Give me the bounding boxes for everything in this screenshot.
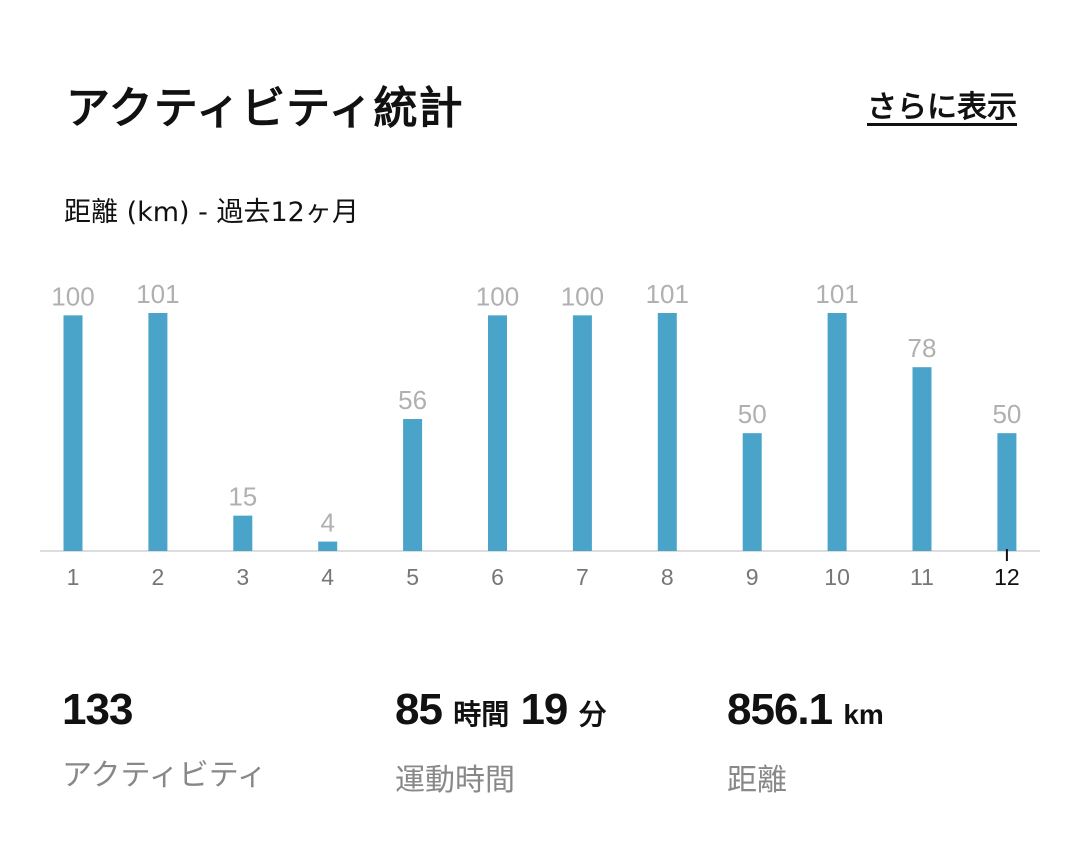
bar-month-2[interactable] bbox=[148, 313, 168, 551]
activities-value: 133 bbox=[62, 685, 133, 734]
duration-value: 85 時間 19 分 bbox=[395, 684, 607, 741]
x-tick-label-12: 12 bbox=[994, 564, 1020, 590]
bar-month-1[interactable] bbox=[63, 315, 83, 551]
value-label-9: 50 bbox=[738, 399, 767, 429]
value-label-7: 100 bbox=[561, 281, 604, 311]
x-tick-label-11: 11 bbox=[910, 564, 934, 590]
stat-duration: 85 時間 19 分 運動時間 bbox=[395, 684, 607, 799]
x-tick-label-3: 3 bbox=[236, 564, 249, 590]
x-tick-label-8: 8 bbox=[661, 564, 674, 590]
x-tick-label-10: 10 bbox=[824, 564, 850, 590]
bar-month-4[interactable] bbox=[318, 541, 338, 551]
chart-title: 距離 (km) - 過去12ヶ月 bbox=[64, 197, 359, 228]
x-tick-label-6: 6 bbox=[491, 564, 504, 590]
distance-value: 856.1 km bbox=[727, 684, 884, 741]
value-label-3: 15 bbox=[228, 482, 257, 512]
bar-month-12[interactable] bbox=[997, 433, 1017, 551]
bar-month-8[interactable] bbox=[657, 313, 677, 551]
show-more-link[interactable]: さらに表示 bbox=[867, 90, 1017, 125]
bar-month-3[interactable] bbox=[233, 515, 253, 551]
value-label-10: 101 bbox=[815, 279, 858, 309]
x-tick-label-9: 9 bbox=[746, 564, 759, 590]
x-tick-label-1: 1 bbox=[67, 564, 80, 590]
bar-month-5[interactable] bbox=[403, 419, 423, 551]
value-label-6: 100 bbox=[476, 281, 519, 311]
duration-hours: 85 bbox=[395, 685, 443, 734]
x-tick-label-2: 2 bbox=[152, 564, 165, 590]
distance-unit: km bbox=[843, 699, 884, 730]
value-label-1: 100 bbox=[51, 281, 94, 311]
bar-month-9[interactable] bbox=[742, 433, 762, 551]
duration-minutes-unit: 分 bbox=[578, 699, 607, 730]
header: アクティビティ統計 さらに表示 bbox=[66, 72, 1017, 136]
value-label-8: 101 bbox=[646, 279, 689, 309]
distance-bar-chart: 100 1 101 2 15 3 4 4 56 5 100 6 100 7 101 8 50 9 101 10 78 11… bbox=[40, 279, 1040, 590]
x-tick-label-4: 4 bbox=[321, 564, 334, 590]
stat-distance: 856.1 km 距離 bbox=[727, 684, 884, 799]
value-label-12: 50 bbox=[992, 399, 1021, 429]
value-label-5: 56 bbox=[398, 385, 427, 415]
duration-minutes: 19 bbox=[520, 685, 568, 734]
duration-label: 運動時間 bbox=[395, 763, 515, 798]
distance-number: 856.1 bbox=[727, 685, 833, 734]
duration-hours-unit: 時間 bbox=[453, 699, 510, 730]
value-label-2: 101 bbox=[136, 279, 179, 309]
bar-month-6[interactable] bbox=[488, 315, 507, 551]
bar-month-10[interactable] bbox=[827, 313, 847, 551]
stat-activities: 133 アクティビティ bbox=[62, 684, 267, 794]
value-label-4: 4 bbox=[320, 508, 334, 538]
bar-month-7[interactable] bbox=[572, 315, 592, 551]
x-tick-label-7: 7 bbox=[576, 564, 589, 590]
value-label-11: 78 bbox=[908, 333, 937, 363]
x-tick-label-5: 5 bbox=[406, 564, 419, 590]
page-title: アクティビティ統計 bbox=[66, 83, 464, 134]
activities-label: アクティビティ bbox=[62, 758, 267, 793]
distance-label: 距離 bbox=[727, 763, 787, 798]
bar-month-11[interactable] bbox=[912, 367, 932, 551]
stats-row: 133 アクティビティ 85 時間 19 分 運動時間 856.1 km 距離 bbox=[62, 684, 1040, 798]
